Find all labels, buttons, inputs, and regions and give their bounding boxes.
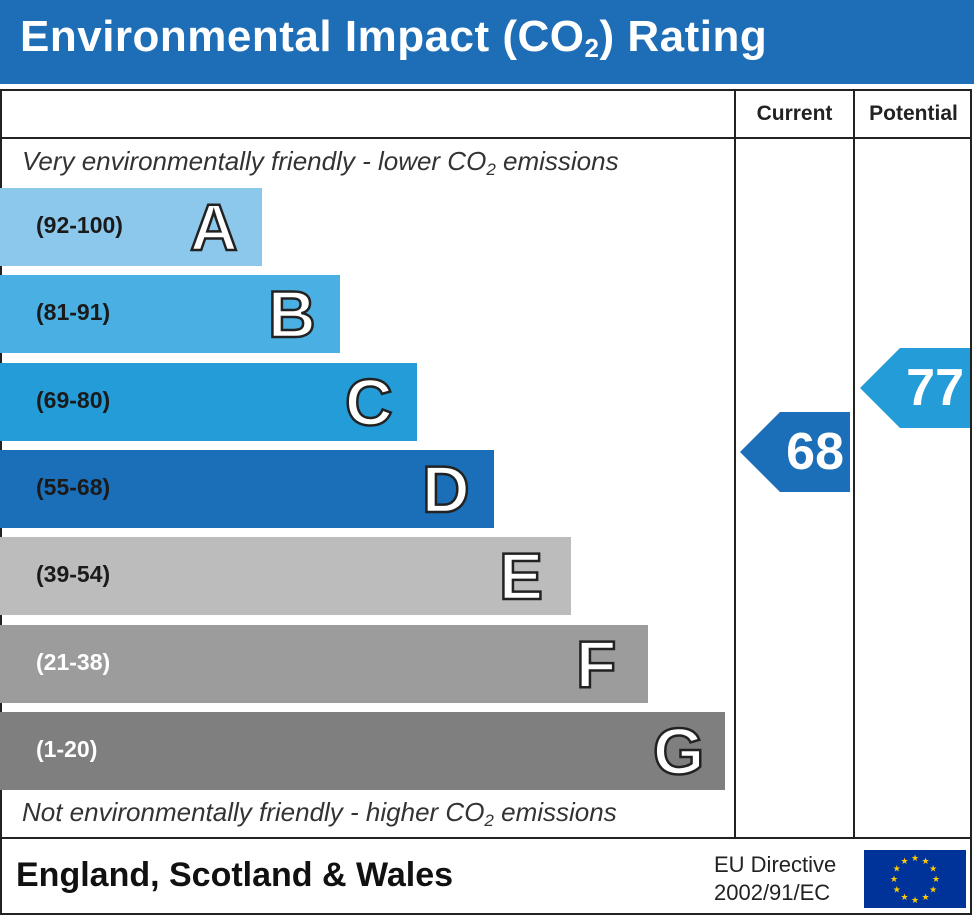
band-range-label: (21-38) [36,648,111,675]
band-range-label: (81-91) [36,299,111,326]
current-rating-value: 68 [786,422,844,481]
eu-star-icon: ★ [900,857,908,867]
current-rating-arrow: 68 [740,411,850,492]
region-label: England, Scotland & Wales [16,856,454,894]
band-b: (81-91) B [0,275,340,354]
band-f: (21-38) F [0,624,648,703]
eu-star-icon: ★ [900,893,908,903]
eu-directive-label: EU Directive 2002/91/EC [714,852,837,905]
eu-star-icon: ★ [921,857,929,867]
chart-title: Environmental Impact (CO2) Rating [20,12,768,63]
column-header-potential: Potential [869,102,958,125]
band-d: (55-68) D [0,449,494,528]
band-letter-label: B [267,276,317,353]
eu-star-icon: ★ [932,875,940,885]
band-range-label: (69-80) [36,386,111,413]
band-e: (39-54) E [0,537,571,616]
band-letter-label: E [498,538,545,615]
column-header-current: Current [756,102,833,125]
header-row-divider [0,137,972,139]
header-bar: Environmental Impact (CO2) Rating [0,0,974,84]
column-divider-potential [853,89,855,839]
eu-star-icon: ★ [890,875,898,885]
band-range-label: (1-20) [36,735,98,762]
footer-divider [0,837,972,839]
eu-star-icon: ★ [911,896,919,906]
band-letter-label: A [189,189,239,266]
potential-rating-value: 77 [906,358,964,417]
band-letter-label: C [344,363,394,440]
band-letter-label: F [575,625,618,702]
caption-bottom: Not environmentally friendly - higher CO… [22,797,617,830]
column-divider-current [734,89,736,839]
band-range-label: (55-68) [36,473,111,500]
band-range-label: (92-100) [36,212,123,238]
band-a: (92-100) A [0,188,262,266]
caption-top: Very environmentally friendly - lower CO… [22,146,619,179]
band-c: (69-80) C [0,362,417,441]
eu-star-icon: ★ [893,865,901,875]
band-letter-label: D [421,451,471,528]
eu-star-icon: ★ [893,886,901,896]
eu-star-icon: ★ [921,893,929,903]
potential-rating-arrow: 77 [860,347,970,428]
eu-flag-icon: ★ ★ ★ ★ ★ ★ ★ ★ ★ ★ ★ ★ [864,850,966,908]
eu-star-icon: ★ [911,854,919,864]
eu-star-icon: ★ [929,865,937,875]
band-range-label: (39-54) [36,561,111,588]
band-g: (1-20) G [0,711,725,790]
band-letter-label: G [652,713,706,790]
eu-star-icon: ★ [929,886,937,896]
